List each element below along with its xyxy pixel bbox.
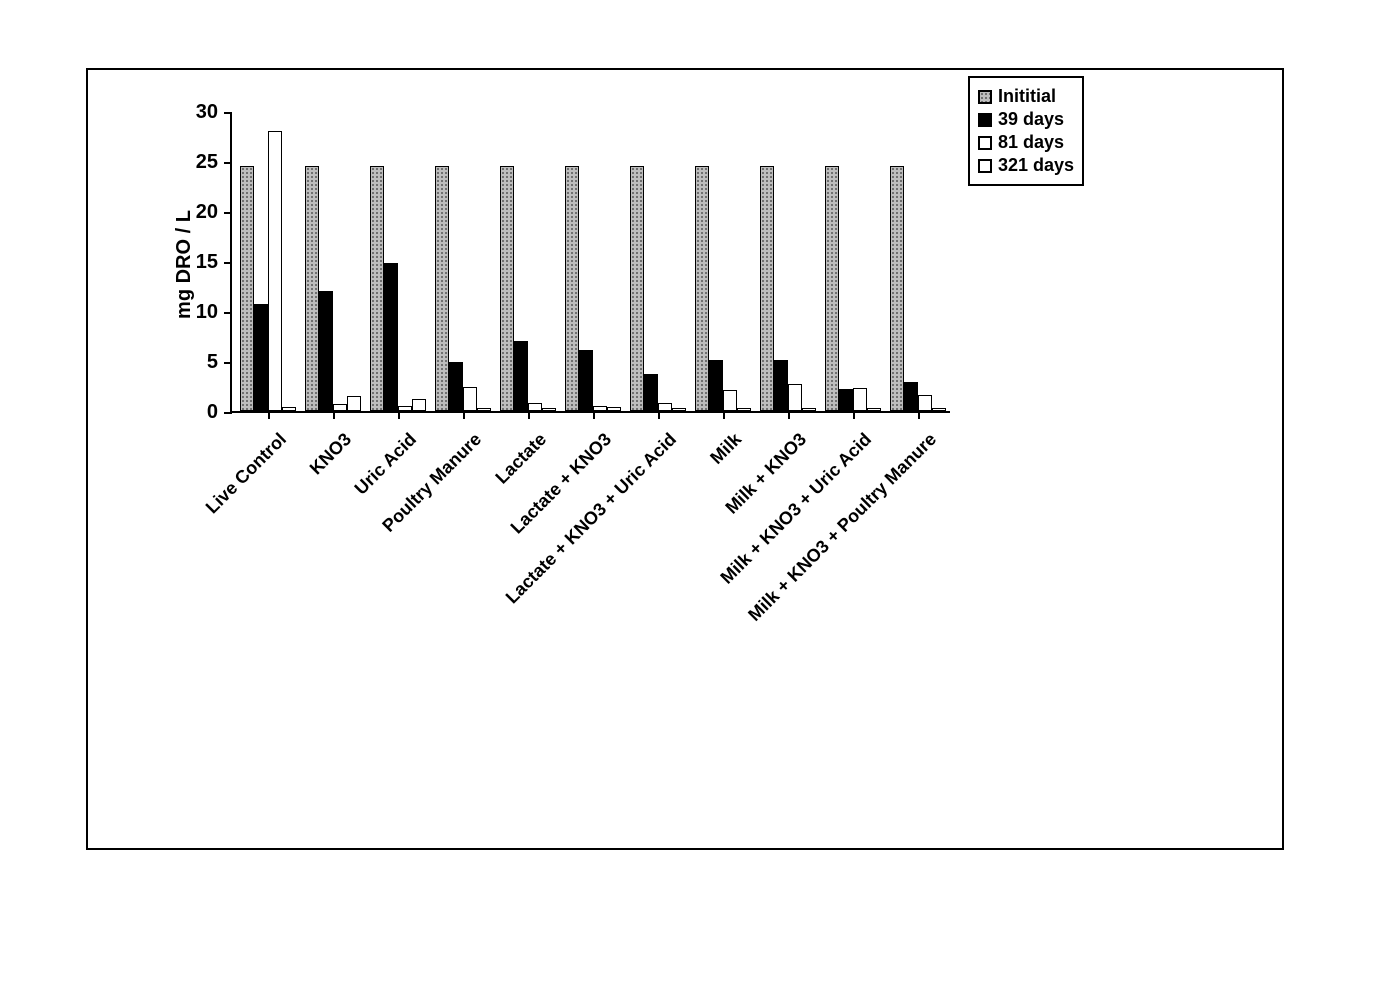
bar <box>500 166 514 411</box>
bar <box>398 406 412 411</box>
y-tick-label: 30 <box>182 101 218 124</box>
plot-area <box>230 113 950 413</box>
y-tick <box>224 262 232 264</box>
x-tick <box>268 411 270 419</box>
bar <box>282 407 296 411</box>
bar <box>514 341 528 411</box>
bar <box>802 408 816 411</box>
bar <box>333 404 347 411</box>
bar <box>918 395 932 411</box>
legend-swatch <box>978 136 992 150</box>
bar <box>565 166 579 411</box>
y-tick-label: 10 <box>182 301 218 324</box>
y-tick-label: 0 <box>182 401 218 424</box>
bar <box>412 399 426 411</box>
bar <box>528 403 542 411</box>
bar <box>825 166 839 411</box>
bar <box>370 166 384 411</box>
y-tick <box>224 412 232 414</box>
bar <box>695 166 709 411</box>
x-tick <box>658 411 660 419</box>
bar <box>737 408 751 411</box>
bar <box>449 362 463 411</box>
legend-label: 81 days <box>998 132 1064 153</box>
x-tick <box>398 411 400 419</box>
bar <box>268 131 282 411</box>
bar <box>774 360 788 411</box>
bar <box>644 374 658 411</box>
bar <box>932 408 946 411</box>
y-tick <box>224 112 232 114</box>
legend-swatch <box>978 113 992 127</box>
legend-item: Inititial <box>978 86 1074 107</box>
x-tick <box>853 411 855 419</box>
x-tick <box>918 411 920 419</box>
legend-item: 321 days <box>978 155 1074 176</box>
x-tick <box>528 411 530 419</box>
bar <box>384 263 398 411</box>
y-tick <box>224 362 232 364</box>
bar <box>890 166 904 411</box>
x-tick <box>593 411 595 419</box>
bar <box>463 387 477 411</box>
y-tick <box>224 212 232 214</box>
legend-item: 81 days <box>978 132 1074 153</box>
x-tick <box>788 411 790 419</box>
bar <box>477 408 491 411</box>
bar <box>254 304 268 411</box>
legend-swatch <box>978 90 992 104</box>
bar <box>593 406 607 411</box>
bar <box>723 390 737 411</box>
y-tick-label: 5 <box>182 351 218 374</box>
x-tick <box>463 411 465 419</box>
x-tick <box>723 411 725 419</box>
bar <box>347 396 361 411</box>
bar <box>607 407 621 411</box>
y-tick <box>224 162 232 164</box>
bar <box>709 360 723 411</box>
y-tick-label: 15 <box>182 251 218 274</box>
legend-label: Inititial <box>998 86 1056 107</box>
bar <box>579 350 593 411</box>
legend-item: 39 days <box>978 109 1074 130</box>
bar <box>867 408 881 411</box>
legend-swatch <box>978 159 992 173</box>
legend: Inititial39 days81 days321 days <box>968 76 1084 186</box>
bar <box>839 389 853 411</box>
bar <box>760 166 774 411</box>
bar <box>788 384 802 411</box>
bar <box>305 166 319 411</box>
legend-label: 321 days <box>998 155 1074 176</box>
bar <box>542 408 556 411</box>
bar <box>319 291 333 411</box>
bar <box>853 388 867 411</box>
y-tick <box>224 312 232 314</box>
legend-label: 39 days <box>998 109 1064 130</box>
y-tick-label: 25 <box>182 151 218 174</box>
bar <box>240 166 254 411</box>
bar <box>630 166 644 411</box>
bar <box>672 408 686 411</box>
bar <box>904 382 918 411</box>
bar <box>658 403 672 411</box>
x-tick <box>333 411 335 419</box>
y-tick-label: 20 <box>182 201 218 224</box>
bar <box>435 166 449 411</box>
